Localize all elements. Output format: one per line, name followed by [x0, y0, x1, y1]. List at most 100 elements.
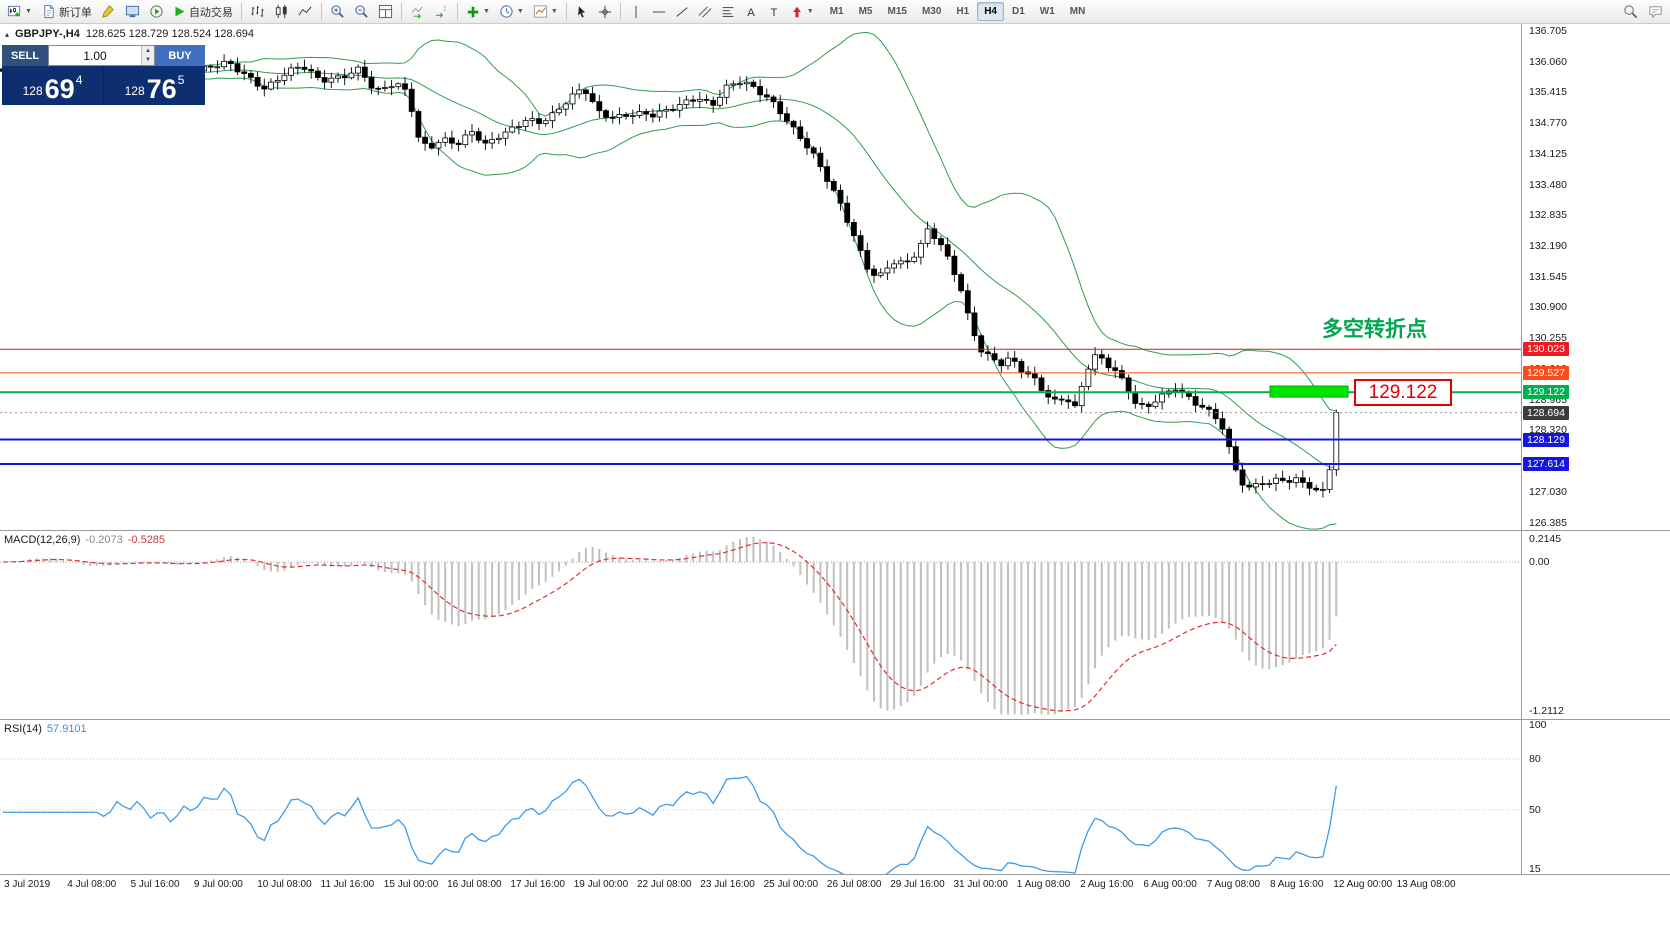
sell-price-button[interactable]: 128 69 4 — [2, 66, 104, 105]
strategy-tester-button[interactable] — [145, 2, 168, 22]
price-axis-border — [1521, 24, 1522, 875]
time-axis-label: 9 Jul 00:00 — [193, 879, 243, 890]
autotrading-button[interactable]: 自动交易 — [169, 2, 237, 22]
chat-button[interactable] — [1644, 2, 1667, 22]
one-click-panel: SELL 1.00 ▲ ▼ BUY 128 69 4 128 76 5 — [2, 45, 205, 167]
fibonacci-button[interactable] — [717, 2, 739, 22]
panel-splitter[interactable] — [0, 719, 1670, 720]
chevron-down-icon: ▼ — [25, 8, 32, 15]
price-axis-label: 136.705 — [1529, 24, 1567, 37]
price-axis[interactable]: 136.705 136.060 135.415 134.770 134.125 133.4… — [1522, 24, 1670, 875]
arrows-icon — [790, 5, 804, 19]
text-button[interactable]: A — [740, 2, 762, 22]
highlight-box[interactable] — [1269, 385, 1349, 398]
price-badge: 129.122 — [1523, 385, 1569, 400]
vertical-line-button[interactable] — [625, 2, 647, 22]
text-label-button[interactable]: T — [763, 2, 785, 22]
bar-chart-button[interactable] — [246, 2, 269, 22]
zoom-out-button[interactable] — [350, 2, 373, 22]
rsi-panel-canvas[interactable] — [0, 720, 1521, 874]
timeframe-D1[interactable]: D1 — [1012, 6, 1025, 17]
toolbar-right-group — [1619, 2, 1667, 22]
timeframe-H4[interactable]: H4 — [977, 2, 1004, 21]
macd-panel-canvas[interactable] — [0, 531, 1521, 719]
chevron-down-icon: ▼ — [516, 8, 524, 15]
price-axis-label: 131.545 — [1529, 270, 1567, 283]
line-chart-button[interactable] — [294, 2, 317, 22]
metaeditor-button[interactable] — [97, 2, 120, 22]
sell-button[interactable]: SELL — [2, 45, 48, 66]
toolbar-separator — [565, 3, 567, 20]
horizontal-line-button[interactable] — [648, 2, 670, 22]
price-callout-label[interactable]: 129.122 — [1354, 379, 1452, 406]
svg-text:A: A — [747, 6, 755, 18]
chart-text-annotation[interactable]: 多空转折点 — [1322, 318, 1427, 342]
symbol-info: ▴ GBPJPY-,H4 128.625 128.729 128.524 128… — [5, 28, 254, 40]
trendline-button[interactable] — [671, 2, 693, 22]
candlestick-chart-button[interactable] — [270, 2, 293, 22]
timeframe-H1[interactable]: H1 — [956, 6, 970, 17]
timeframe-M5[interactable]: M5 — [858, 6, 873, 17]
macd-name: MACD(12,26,9) — [4, 534, 81, 546]
timeframe-M30[interactable]: M30 — [921, 6, 942, 17]
zoom-in-button[interactable] — [326, 2, 349, 22]
macd-scale-label: 0.00 — [1529, 556, 1550, 569]
search-icon — [1623, 4, 1638, 19]
templates-button[interactable]: ▼ — [529, 2, 562, 22]
time-axis[interactable]: 3 Jul 2019 4 Jul 08:00 5 Jul 16:00 9 Jul 00… — [0, 875, 1670, 897]
periods-icon — [499, 4, 514, 19]
price-badge: 129.527 — [1523, 365, 1569, 380]
time-axis-label: 6 Aug 00:00 — [1143, 879, 1197, 890]
tile-windows-icon — [378, 4, 393, 19]
price-axis-label: 130.900 — [1529, 301, 1567, 314]
bollinger-middle-line — [2, 67, 1337, 468]
buy-price-sup: 5 — [177, 73, 185, 87]
panel-splitter[interactable] — [0, 530, 1670, 531]
crosshair-button[interactable] — [594, 2, 616, 22]
timeframe-W1[interactable]: W1 — [1039, 6, 1055, 17]
new-chart-button[interactable]: ▼ — [3, 2, 36, 22]
price-axis-label: 127.030 — [1529, 485, 1567, 498]
time-axis-label: 2 Aug 16:00 — [1080, 879, 1134, 890]
horizontal-level-lines[interactable] — [0, 348, 1521, 466]
metaeditor-icon — [101, 4, 116, 19]
buy-price-prefix: 128 — [124, 84, 145, 98]
cursor-icon — [575, 5, 589, 19]
price-axis-label: 132.190 — [1529, 240, 1567, 253]
volume-down-button[interactable]: ▼ — [142, 55, 154, 65]
channel-button[interactable] — [694, 2, 716, 22]
toolbar-separator — [400, 3, 402, 20]
toolbar-separator — [456, 3, 458, 20]
price-axis-label: 134.125 — [1529, 147, 1567, 160]
timeframe-M15[interactable]: M15 — [887, 6, 907, 17]
price-chart-canvas[interactable] — [0, 24, 1521, 530]
macd-histogram — [8, 536, 1338, 715]
timeframe-M1[interactable]: M1 — [829, 6, 844, 17]
time-axis-label: 29 Jul 16:00 — [890, 879, 945, 890]
strategy-tester-icon — [149, 4, 164, 19]
buy-price-button[interactable]: 128 76 5 — [104, 66, 205, 105]
auto-scroll-button[interactable] — [406, 2, 429, 22]
periods-button[interactable]: ▼ — [495, 2, 528, 22]
buy-button[interactable]: BUY — [155, 45, 205, 66]
symbol-menu-icon[interactable]: ▴ — [5, 29, 10, 39]
time-axis-label: 25 Jul 00:00 — [763, 879, 819, 890]
symbol-ohlc: 128.625 128.729 128.524 128.694 — [85, 28, 255, 40]
cursor-button[interactable] — [571, 2, 593, 22]
volume-input[interactable]: 1.00 — [83, 48, 107, 63]
volume-up-button[interactable]: ▲ — [142, 46, 154, 56]
arrows-button[interactable]: ▼ — [786, 2, 818, 22]
time-axis-label: 11 Jul 16:00 — [320, 879, 375, 890]
indicators-button[interactable]: ▼ — [462, 2, 494, 22]
chart-shift-button[interactable] — [430, 2, 453, 22]
autotrading-icon — [173, 5, 186, 18]
timeframe-MN[interactable]: MN — [1069, 6, 1086, 17]
terminal-icon — [125, 4, 140, 19]
search-button[interactable] — [1619, 2, 1642, 22]
tile-windows-button[interactable] — [374, 2, 397, 22]
terminal-button[interactable] — [121, 2, 144, 22]
new-order-button[interactable]: 新订单 — [37, 2, 96, 22]
toolbar-separator — [619, 3, 621, 20]
macd-value-main: -0.2073 — [85, 534, 123, 546]
panel-splitter[interactable] — [0, 874, 1670, 875]
